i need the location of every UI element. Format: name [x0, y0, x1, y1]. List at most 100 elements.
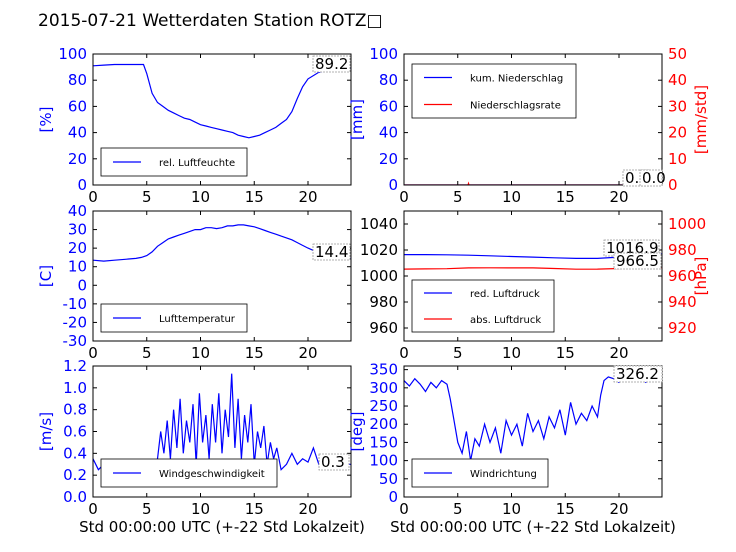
- temperature-legend: Lufttemperatur: [100, 303, 248, 333]
- winddirection-xtick-label: 20: [609, 500, 628, 518]
- humidity-ytick-label: 0: [77, 176, 87, 194]
- winddirection-legend: Windrichtung: [411, 458, 549, 488]
- precipitation-xtick-label: 15: [556, 188, 575, 206]
- precipitation-value-box: [639, 169, 663, 187]
- humidity-legend: rel. Luftfeuchte: [100, 147, 248, 177]
- temperature-ytick-label: -10: [63, 295, 88, 313]
- winddirection-ylabel: [deg]: [348, 412, 366, 452]
- pressure-legend-label: red. Luftdruck: [470, 289, 540, 300]
- precipitation-ylabel-right: [mm/std]: [692, 85, 710, 154]
- precipitation-ytick-label: 80: [379, 71, 398, 89]
- temperature-ytick-label: 30: [68, 221, 87, 239]
- winddirection-ytick-label: 250: [369, 397, 398, 415]
- windspeed-xtick-label: 15: [245, 500, 264, 518]
- pressure-ytick-label: 960: [369, 319, 398, 337]
- pressure-ytick-right-label: 1000: [668, 215, 706, 233]
- humidity-ytick-label: 40: [68, 124, 87, 142]
- temperature-ytick-label: 10: [68, 258, 87, 276]
- pressure-ytick-right-label: 920: [668, 319, 697, 337]
- precipitation-series-2: [404, 181, 662, 185]
- windspeed-ytick-label: 0.2: [63, 466, 87, 484]
- pressure-value-label: 1016.9: [606, 239, 659, 257]
- precipitation-xtick-label: 5: [453, 188, 463, 206]
- pressure-ytick-label: 1000: [360, 267, 398, 285]
- temperature-ylabel: [C]: [37, 265, 55, 287]
- pressure-ytick-label: 1020: [360, 241, 398, 259]
- temperature-ytick-label: -30: [63, 332, 88, 350]
- pressure-legend-box: [411, 279, 555, 333]
- pressure-ytick-label: 1040: [360, 215, 398, 233]
- pressure-xtick-label: 0: [399, 344, 409, 362]
- humidity-ytick-label: 80: [68, 71, 87, 89]
- winddirection-xtick-label: 5: [453, 500, 463, 518]
- winddirection-ytick-label: 350: [369, 361, 398, 379]
- temperature-value-box: [312, 243, 351, 261]
- windspeed-ytick-label: 0.4: [63, 444, 87, 462]
- temperature-xtick-label: 15: [245, 344, 264, 362]
- humidity-xtick-label: 20: [298, 188, 317, 206]
- winddirection-xtick-label: 0: [399, 500, 409, 518]
- windspeed-ytick-label: 1.2: [63, 357, 87, 375]
- humidity-panel: 0 5 10 15 20 0 20 40 60 80 100 [%] rel. Luftfeuchte 8…: [37, 45, 352, 206]
- figure-title: 2015-07-21 Wetterdaten Station ROTZ□: [38, 11, 383, 31]
- windspeed-xtick-label: 0: [88, 500, 98, 518]
- precipitation-ytick-label: 40: [379, 124, 398, 142]
- pressure-xtick-label: 10: [502, 344, 521, 362]
- precipitation-value-label: 0.0: [642, 169, 666, 187]
- precipitation-ylabel: [mm]: [348, 99, 366, 140]
- winddirection-frame: [403, 365, 663, 498]
- humidity-value-label: 89.2: [315, 55, 348, 73]
- precipitation-ytick-right-label: 30: [668, 97, 687, 115]
- pressure-xtick-label: 15: [556, 344, 575, 362]
- winddirection-value-label: 326.2: [616, 365, 659, 383]
- temperature-legend-label: Lufttemperatur: [159, 314, 236, 325]
- humidity-series-1: [93, 63, 351, 139]
- temperature-series-1: [93, 224, 351, 262]
- winddirection-ytick-label: 100: [369, 452, 398, 470]
- windspeed-xtick-label: 5: [142, 500, 152, 518]
- temperature-value-label: 14.4: [315, 243, 348, 261]
- pressure-value-label: 966.5: [616, 252, 659, 270]
- winddirection-ytick-label: 150: [369, 433, 398, 451]
- winddirection-ytick-label: 300: [369, 379, 398, 397]
- windspeed-ytick-label: 0.0: [63, 488, 87, 506]
- humidity-ytick-label: 100: [58, 45, 87, 63]
- pressure-xtick-label: 5: [453, 344, 463, 362]
- windspeed-panel: 0 5 10 15 20 0.0 0.2 0.4 0.6 0.8 1.0 1.2 [m/s] Std 00…: [37, 357, 365, 536]
- winddirection-value-box: [613, 365, 663, 383]
- temperature-xtick-label: 5: [142, 344, 152, 362]
- temperature-xtick-label: 0: [88, 344, 98, 362]
- windspeed-legend-label: Windgeschwindigkeit: [159, 469, 265, 480]
- temperature-ytick-label: 20: [68, 239, 87, 257]
- windspeed-xtick-label: 20: [298, 500, 317, 518]
- precipitation-ytick-right-label: 50: [668, 45, 687, 63]
- humidity-ylabel: [%]: [37, 107, 55, 133]
- winddirection-ytick-label: 0: [388, 488, 398, 506]
- precipitation-legend-box: [411, 63, 577, 119]
- pressure-xtick-label: 20: [609, 344, 628, 362]
- winddirection-ytick-label: 200: [369, 415, 398, 433]
- winddirection-xtick-label: 15: [556, 500, 575, 518]
- precipitation-ytick-label: 100: [369, 45, 398, 63]
- temperature-xtick-label: 20: [298, 344, 317, 362]
- precipitation-legend-label: Niederschlagsrate: [470, 101, 561, 112]
- figure-title-text: 2015-07-21 Wetterdaten Station ROTZ: [38, 11, 367, 31]
- temperature-frame: [92, 210, 352, 342]
- temperature-ytick-label: 40: [68, 202, 87, 220]
- humidity-ytick-label: 60: [68, 97, 87, 115]
- pressure-ytick-label: 980: [369, 293, 398, 311]
- windspeed-legend: Windgeschwindigkeit: [100, 458, 278, 488]
- windspeed-ytick-label: 0.6: [63, 423, 87, 441]
- precipitation-ytick-right-label: 10: [668, 150, 687, 168]
- winddirection-legend-label: Windrichtung: [470, 469, 537, 480]
- windspeed-value-label: 0.3: [321, 453, 345, 471]
- humidity-ytick-label: 20: [68, 150, 87, 168]
- precipitation-xtick-label: 0: [399, 188, 409, 206]
- pressure-ylabel-right: [hPa]: [692, 257, 710, 296]
- windspeed-ylabel: [m/s]: [37, 412, 55, 451]
- precipitation-panel: 0 5 10 15 20 0 20 40 60 80 100 0 10 20 30 40 50 [mm] [mm/s…: [348, 45, 710, 206]
- pressure-ytick-right-label: 940: [668, 293, 697, 311]
- pressure-ytick-right-label: 960: [668, 267, 697, 285]
